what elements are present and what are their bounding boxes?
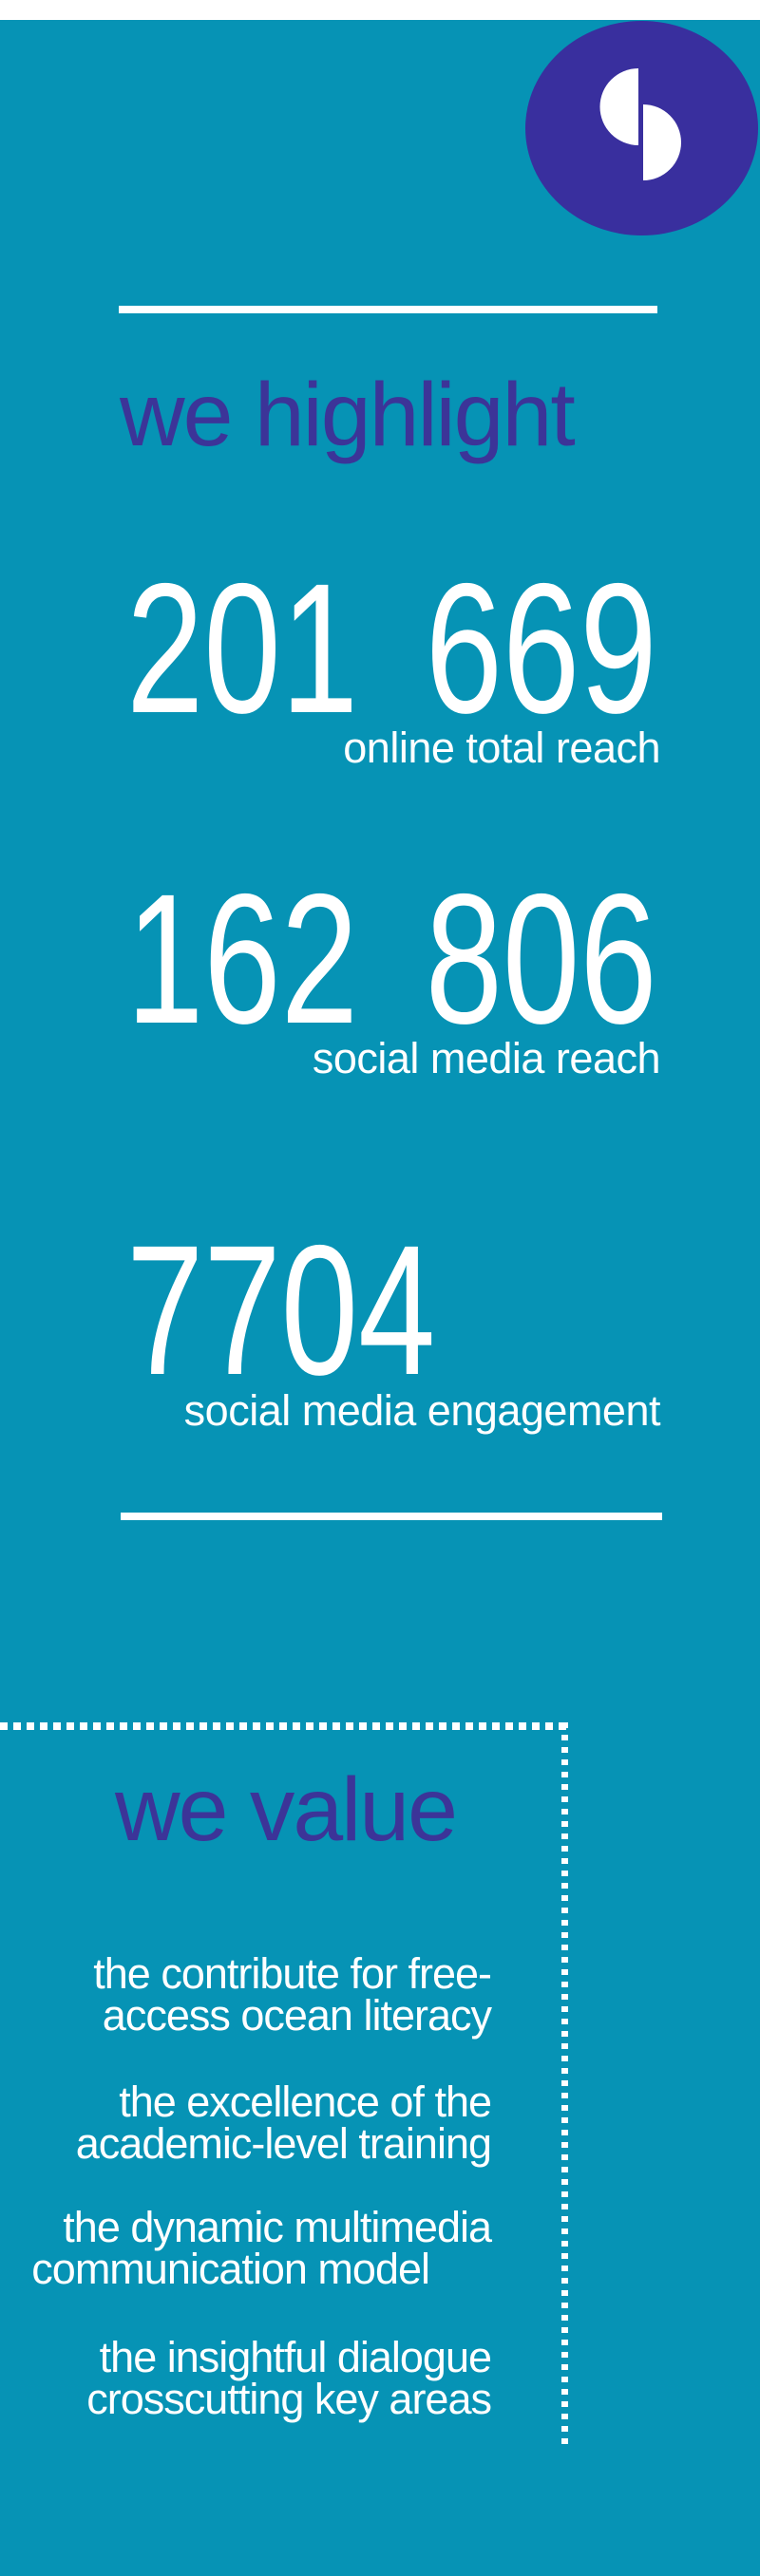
stat-value-social-media-engagement: 7704	[126, 1207, 436, 1414]
value-item-academic-training: the excellence of the academic-level tra…	[75, 2078, 492, 2168]
stat-label-online-total-reach: online total reach	[343, 724, 660, 772]
stat-label-social-media-engagement: social media engagement	[183, 1386, 661, 1435]
value-section-heading: we value	[115, 1759, 458, 1860]
dotted-border-right	[561, 1722, 568, 2448]
value-item-ocean-literacy: the contribute for free- access ocean li…	[93, 1949, 492, 2040]
value-item-line: the contribute for free-	[93, 1949, 492, 1998]
stat-value-social-media-reach: 162 806	[126, 856, 657, 1062]
highlight-section-heading: we highlight	[120, 365, 576, 465]
teal-background-panel	[0, 20, 760, 2576]
logo-circle	[525, 21, 758, 235]
value-item-line: the dynamic multimedia	[63, 2203, 492, 2251]
value-item-line: the insightful dialogue	[99, 2333, 492, 2381]
stat-label-social-media-reach: social media reach	[312, 1034, 661, 1082]
value-item-line: access ocean literacy	[102, 1991, 492, 2040]
value-item-communication-model: the dynamic multimedia communication mod…	[31, 2203, 492, 2293]
value-item-line: crosscutting key areas	[86, 2375, 492, 2423]
divider-line-bottom	[121, 1513, 662, 1520]
s-mark-icon	[599, 68, 681, 180]
value-item-line: academic-level training	[75, 2119, 492, 2168]
stat-value-online-total-reach: 201 669	[126, 545, 657, 752]
value-item-line: communication model	[31, 2245, 430, 2293]
divider-line-top	[119, 306, 657, 313]
value-item-insightful-dialogue: the insightful dialogue crosscutting key…	[86, 2333, 492, 2423]
dotted-border-top	[0, 1722, 571, 1730]
value-item-line: the excellence of the	[119, 2078, 492, 2126]
